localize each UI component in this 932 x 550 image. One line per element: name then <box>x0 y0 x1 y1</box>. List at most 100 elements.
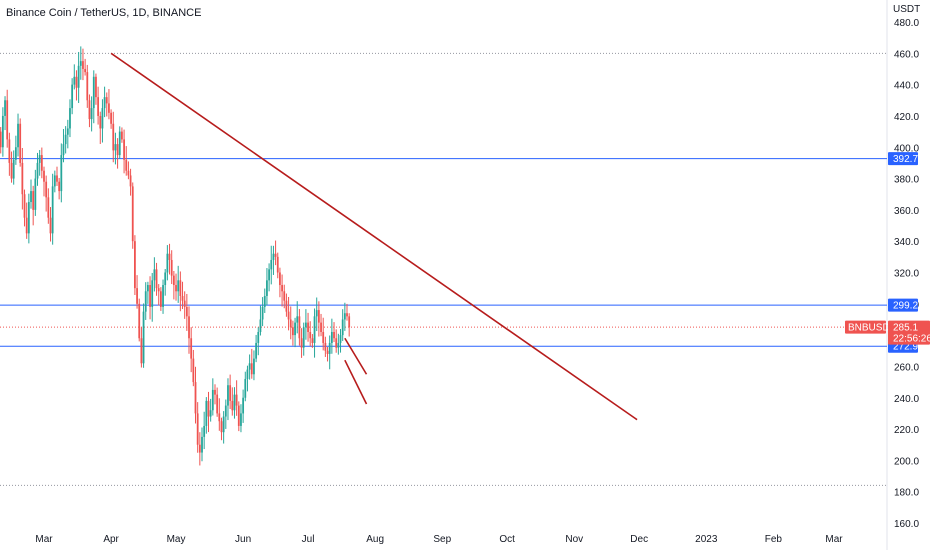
candle-body <box>146 285 149 292</box>
candle-body <box>205 400 208 426</box>
y-tick-label: 320.0 <box>894 269 919 280</box>
candle-body <box>185 306 188 317</box>
candle-body <box>131 186 134 242</box>
candle-body <box>36 162 39 179</box>
time-axis[interactable]: Mar Apr May Jun Jul Aug Sep Oct Nov Dec 2023 Feb Mar <box>35 534 843 545</box>
candle-body <box>240 413 242 426</box>
currency-label: USDT <box>893 4 920 15</box>
candle-body <box>155 269 158 289</box>
y-tick-label: 340.0 <box>894 237 919 248</box>
candle-body <box>32 191 35 210</box>
candle-body <box>14 147 17 160</box>
candle-body <box>335 338 338 348</box>
candle-body <box>196 413 199 445</box>
candle-body <box>151 280 154 307</box>
candle-body <box>216 394 219 414</box>
candle-body <box>346 313 348 317</box>
candle-body <box>47 197 50 218</box>
trendline[interactable] <box>110 52 638 421</box>
candle-body <box>333 331 335 339</box>
candle-body <box>324 342 327 351</box>
candle-body <box>114 144 117 151</box>
candle-body <box>92 76 95 109</box>
y-tick-label: 200.0 <box>894 456 919 467</box>
candle-body <box>90 108 93 120</box>
trendline[interactable] <box>344 359 368 405</box>
candle-body <box>209 410 212 417</box>
candle-body <box>112 123 115 151</box>
candle-body <box>142 311 145 364</box>
candle-body <box>23 194 26 218</box>
candle-body <box>45 181 48 198</box>
y-tick-label: 460.0 <box>894 49 919 60</box>
candle-body <box>233 394 236 411</box>
candle-body <box>244 378 247 398</box>
candle-body <box>270 259 273 270</box>
candle-body <box>339 335 342 343</box>
candle-body <box>0 131 2 148</box>
candle-body <box>56 175 58 182</box>
candle-body <box>110 112 112 124</box>
last-price-label: 285.1 <box>893 323 918 334</box>
candle-body <box>164 272 167 286</box>
candle-body <box>159 291 162 307</box>
candle-body <box>175 285 177 292</box>
y-tick-label: 440.0 <box>894 81 919 92</box>
price-axis[interactable]: 160.0180.0200.0220.0240.0260.0280.0300.0… <box>894 18 919 530</box>
candle-body <box>330 331 333 343</box>
candle-body <box>322 331 325 343</box>
symbol-tag <box>845 320 886 334</box>
candle-body <box>170 259 173 276</box>
candle-body <box>144 291 147 312</box>
candle-body <box>348 316 351 328</box>
candle-body <box>261 306 264 320</box>
chart-title: Binance Coin / TetherUS, 1D, BINANCE <box>6 7 201 19</box>
x-tick-label: Aug <box>366 534 384 545</box>
level-price-tag-label: 392.7 <box>893 154 918 165</box>
x-tick-label: Jul <box>302 534 315 545</box>
y-tick-label: 480.0 <box>894 18 919 29</box>
y-tick-label: 400.0 <box>894 143 919 154</box>
candle-body <box>69 108 71 129</box>
x-tick-label: Jun <box>235 534 251 545</box>
candle-body <box>177 280 180 292</box>
candle-body <box>283 291 286 301</box>
candle-body <box>231 400 234 411</box>
candle-body <box>343 313 346 320</box>
candle-body <box>259 319 262 332</box>
candle-body <box>248 363 251 370</box>
candle-body <box>127 170 130 176</box>
candle-body <box>118 131 121 156</box>
y-tick-label: 160.0 <box>894 519 919 530</box>
x-tick-label: Sep <box>433 534 451 545</box>
candle-body <box>129 175 132 187</box>
candle-body <box>207 400 210 417</box>
candle-body <box>66 128 69 135</box>
candle-body <box>281 285 283 292</box>
candle-body <box>121 131 123 140</box>
candle-body <box>82 61 84 69</box>
candle-body <box>77 65 80 88</box>
candle-body <box>30 191 32 203</box>
trendline[interactable] <box>344 337 368 375</box>
candle-body <box>79 61 82 66</box>
candle-body <box>201 436 203 453</box>
symbol-tag-label: BNBUSDT <box>848 323 896 334</box>
x-tick-label: Dec <box>630 534 648 545</box>
candle-body <box>8 139 11 163</box>
candle-body <box>162 285 164 307</box>
y-tick-label: 420.0 <box>894 112 919 123</box>
candle-body <box>272 253 275 260</box>
candle-body <box>289 319 292 328</box>
candle-body <box>181 295 184 301</box>
candle-body <box>214 389 216 395</box>
candle-body <box>315 310 318 317</box>
candle-body <box>266 280 268 296</box>
x-tick-label: Apr <box>103 534 119 545</box>
candle-body <box>27 202 30 234</box>
candle-body <box>86 72 89 101</box>
y-tick-label: 380.0 <box>894 175 919 186</box>
candle-body <box>19 123 22 163</box>
candle-body <box>274 253 277 257</box>
